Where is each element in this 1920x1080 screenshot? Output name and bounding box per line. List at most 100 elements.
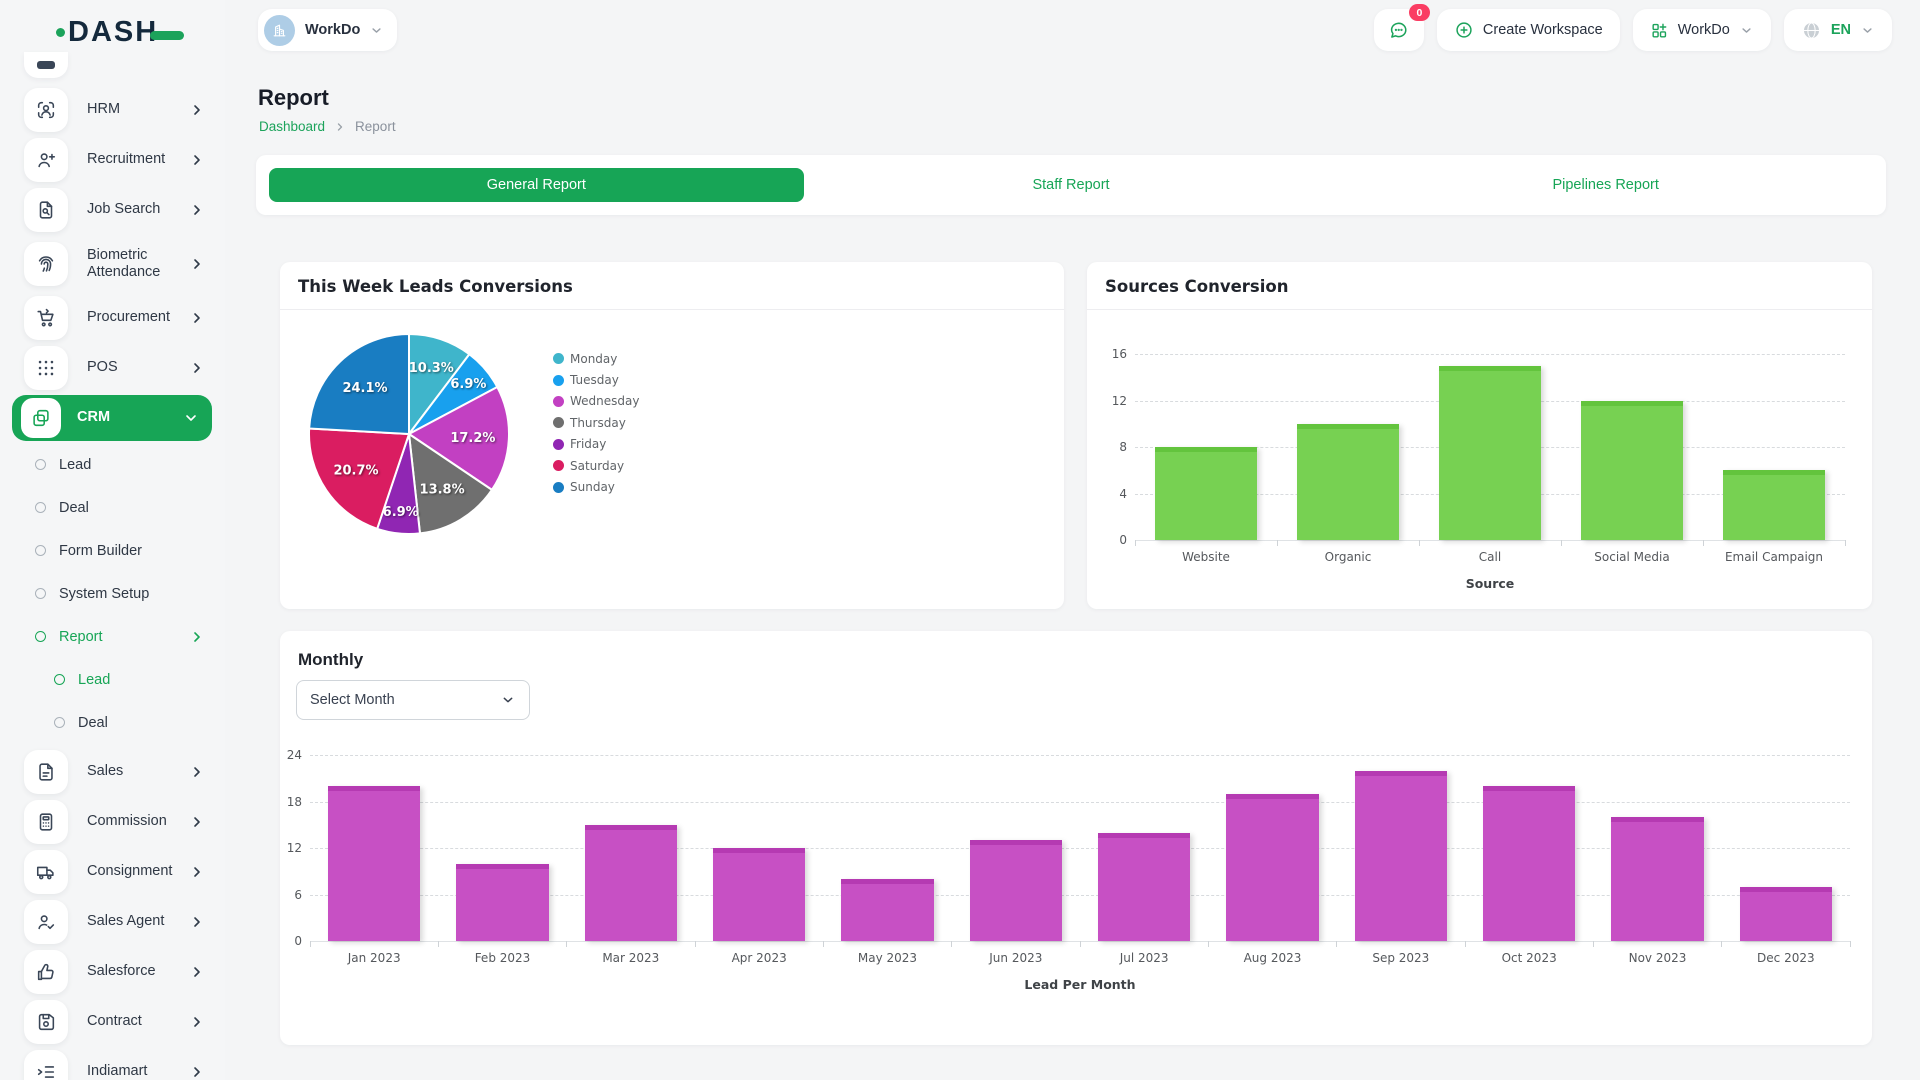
chevron-right-icon xyxy=(189,1014,205,1030)
sidebar-item-report[interactable]: Report xyxy=(0,615,225,658)
commission-icon xyxy=(24,800,68,844)
sidebar-item-sales-agent[interactable]: Sales Agent xyxy=(0,897,225,947)
plus-circle-icon xyxy=(1456,22,1472,38)
language-selector[interactable]: EN xyxy=(1783,9,1892,51)
breadcrumb-dashboard-link[interactable]: Dashboard xyxy=(259,119,326,134)
x-axis-tick xyxy=(1134,540,1136,546)
x-axis-tick xyxy=(1079,941,1081,947)
bullet-icon xyxy=(35,545,46,556)
bar-oct-2023 xyxy=(1482,786,1576,941)
sidebar-item-partial[interactable] xyxy=(24,52,68,78)
sidebar-item-hrm[interactable]: HRM xyxy=(0,85,225,135)
recruitment-icon xyxy=(24,138,68,182)
legend-dot xyxy=(553,417,564,429)
chevron-right-icon xyxy=(189,964,205,980)
legend-dot xyxy=(553,481,564,493)
sales-icon xyxy=(24,750,68,794)
legend-item-monday: Monday xyxy=(553,348,639,369)
sidebar-item-pos[interactable]: POS xyxy=(0,343,225,393)
legend-dot xyxy=(553,395,564,407)
category-label: Feb 2023 xyxy=(474,951,531,965)
y-tick-label: 12 xyxy=(1111,393,1127,408)
sidebar-item-label: Form Builder xyxy=(59,542,142,559)
chevron-right-icon xyxy=(189,202,205,218)
tab-pipelines-report[interactable]: Pipelines Report xyxy=(1552,177,1659,193)
sidebar-item-label: Indiamart xyxy=(87,1063,148,1080)
category-label: Website xyxy=(1182,550,1230,564)
monthly-bar-chart: 0 6 12 18 24 Jan 2023 Feb 2023 Mar 2023 Apr 2023… xyxy=(287,748,1851,992)
bullet-icon xyxy=(54,674,65,685)
dash-logo: DASH xyxy=(56,16,185,49)
y-tick-label: 16 xyxy=(1111,347,1127,361)
grid-plus-icon xyxy=(1652,23,1667,38)
x-axis-tick xyxy=(951,941,953,947)
sidebar-item-indiamart[interactable]: Indiamart xyxy=(0,1047,225,1080)
month-select[interactable]: Select Month xyxy=(296,680,530,720)
job-search-icon xyxy=(24,188,68,232)
x-axis-tick xyxy=(1336,941,1338,947)
sidebar-item-deal-sub[interactable]: Deal xyxy=(0,701,225,744)
sidebar-item-deal[interactable]: Deal xyxy=(0,486,225,529)
sidebar-item-label: Job Search xyxy=(87,201,161,218)
y-tick-label: 4 xyxy=(1119,486,1127,501)
header-actions: 0 Create Workspace WorkDo EN xyxy=(1373,4,1892,51)
sidebar-item-label: Consignment xyxy=(87,863,173,880)
crm-icon xyxy=(21,398,61,438)
page-title: Report xyxy=(258,85,329,110)
globe-icon xyxy=(1803,21,1819,39)
sidebar-item-job-search[interactable]: Job Search xyxy=(0,185,225,235)
x-axis-tick xyxy=(309,941,311,947)
pie-slice-wednesday xyxy=(408,386,510,491)
workspace-menu-button[interactable]: WorkDo xyxy=(1632,9,1771,51)
sidebar-item-recruitment[interactable]: Recruitment xyxy=(0,135,225,185)
category-label: Jul 2023 xyxy=(1119,951,1169,965)
tab-staff-report[interactable]: Staff Report xyxy=(1032,177,1110,193)
sidebar-item-lead-sub[interactable]: Lead xyxy=(0,658,225,701)
pie-slice-label: 24.1% xyxy=(342,381,387,396)
y-tick-label: 0 xyxy=(294,934,302,948)
create-workspace-button[interactable]: Create Workspace xyxy=(1436,9,1620,51)
sidebar-item-crm[interactable]: CRM xyxy=(12,395,212,441)
x-axis-tick xyxy=(822,941,824,947)
legend-label: Friday xyxy=(570,437,607,452)
sidebar-item-label: CRM xyxy=(77,409,111,426)
sidebar-item-sales[interactable]: Sales xyxy=(0,747,225,797)
bar-jun-2023 xyxy=(969,840,1063,941)
y-tick-label: 0 xyxy=(1119,533,1127,547)
legend-label: Sunday xyxy=(570,480,615,495)
breadcrumb-current: Report xyxy=(355,119,396,134)
chevron-right-icon xyxy=(334,121,346,133)
sidebar-item-system-setup[interactable]: System Setup xyxy=(0,572,225,615)
tab-general-report[interactable]: General Report xyxy=(269,168,804,202)
bar-feb-2023 xyxy=(456,863,549,941)
sidebar-item-label: Biometric Attendance xyxy=(87,246,161,280)
chevron-down-icon xyxy=(1739,23,1754,38)
sidebar-item-contract[interactable]: Contract xyxy=(0,997,225,1047)
legend-label: Wednesday xyxy=(570,394,640,409)
y-tick-label: 8 xyxy=(1119,440,1127,454)
sidebar-item-lead[interactable]: Lead xyxy=(0,443,225,486)
sidebar-items: HRM Recruitment Job Search Biometric Attend… xyxy=(0,85,225,1080)
legend-item-wednesday: Wednesday xyxy=(553,391,639,412)
bar-organic xyxy=(1296,423,1400,540)
bar-website xyxy=(1154,447,1258,540)
bar-apr-2023 xyxy=(712,848,806,941)
x-axis-tick xyxy=(1464,941,1466,947)
pie-slice-saturday xyxy=(308,427,410,530)
workspace-switcher[interactable]: WorkDo xyxy=(258,9,398,51)
category-label: Aug 2023 xyxy=(1243,951,1302,965)
legend-label: Tuesday xyxy=(570,373,619,388)
chevron-down-icon xyxy=(1860,23,1875,38)
sidebar-item-commission[interactable]: Commission xyxy=(0,797,225,847)
sidebar-item-consignment[interactable]: Consignment xyxy=(0,847,225,897)
bar-aug-2023 xyxy=(1226,793,1319,941)
monthly-card-title: Monthly xyxy=(298,650,364,669)
sidebar-item-salesforce[interactable]: Salesforce xyxy=(0,947,225,997)
x-axis-tick xyxy=(694,941,696,947)
messages-button[interactable]: 0 xyxy=(1373,4,1430,51)
sidebar-item-procurement[interactable]: Procurement xyxy=(0,293,225,343)
breadcrumb: Dashboard Report xyxy=(259,119,396,134)
sidebar-item-form-builder[interactable]: Form Builder xyxy=(0,529,225,572)
sidebar-item-biometric-attendance[interactable]: Biometric Attendance xyxy=(0,235,225,293)
sidebar-item-label: Deal xyxy=(59,499,89,516)
